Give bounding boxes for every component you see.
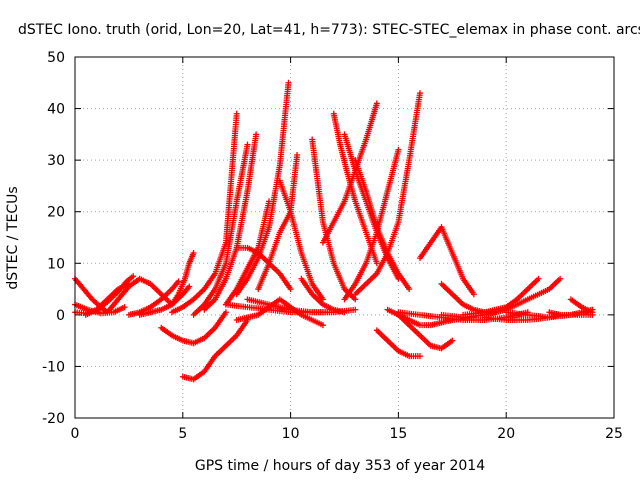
data-point bbox=[294, 151, 301, 158]
arc-series bbox=[341, 146, 402, 303]
arc-series bbox=[169, 249, 197, 308]
data-point bbox=[416, 353, 423, 360]
arc-series bbox=[169, 110, 240, 316]
data-point bbox=[222, 309, 229, 316]
arc-series bbox=[82, 280, 132, 318]
plot-frame bbox=[74, 56, 615, 419]
y-axis-title: dSTEC / TECUs bbox=[5, 186, 21, 289]
y-tick-label: 0 bbox=[56, 308, 65, 324]
arc-series bbox=[298, 275, 348, 316]
data-point bbox=[589, 309, 596, 316]
x-tick-label: 10 bbox=[282, 426, 300, 442]
data-point bbox=[186, 283, 193, 290]
data-point bbox=[470, 291, 477, 298]
data-point bbox=[253, 131, 260, 138]
arc-series bbox=[319, 100, 380, 246]
arc-series bbox=[567, 296, 596, 316]
data-point bbox=[175, 278, 182, 285]
arc-series bbox=[276, 177, 326, 303]
grid bbox=[75, 57, 614, 418]
chart-title: dSTEC Iono. truth (orid, Lon=20, Lat=41,… bbox=[18, 22, 640, 38]
data-point bbox=[285, 79, 292, 86]
arc-series bbox=[158, 309, 229, 347]
arc-series bbox=[201, 131, 260, 313]
data-point bbox=[416, 90, 423, 97]
data-point bbox=[130, 273, 137, 280]
y-tick-label: -10 bbox=[42, 359, 65, 375]
data-point bbox=[319, 322, 326, 329]
x-tick-label: 20 bbox=[497, 426, 515, 442]
arc-series bbox=[233, 244, 294, 293]
y-tick-label: 50 bbox=[47, 50, 65, 66]
y-tick-label: 20 bbox=[47, 205, 65, 221]
arc-series bbox=[190, 141, 251, 318]
arc-series bbox=[416, 224, 477, 298]
arc-series bbox=[104, 275, 176, 316]
arc-series bbox=[179, 317, 251, 383]
data-point bbox=[395, 146, 402, 153]
arc-series bbox=[255, 151, 301, 293]
data-point bbox=[233, 110, 240, 117]
data-point bbox=[449, 337, 456, 344]
y-tick-label: 30 bbox=[47, 153, 65, 169]
data-point bbox=[244, 141, 251, 148]
x-tick-label: 5 bbox=[178, 426, 187, 442]
x-axis-title: GPS time / hours of day 353 of year 2014 bbox=[195, 458, 485, 474]
data-point bbox=[352, 306, 359, 313]
data-point bbox=[352, 296, 359, 303]
data-point bbox=[287, 286, 294, 293]
data-point bbox=[121, 304, 128, 311]
data-points bbox=[72, 79, 596, 383]
axis-ticks: 0 5 10 15 20 25 -20 -10 0 10 20 30 40 50 bbox=[42, 50, 623, 442]
y-tick-label: -20 bbox=[42, 411, 65, 427]
arc-series bbox=[546, 306, 596, 318]
data-point bbox=[557, 275, 564, 282]
data-point bbox=[406, 286, 413, 293]
arc-series bbox=[136, 283, 193, 318]
data-point bbox=[535, 275, 542, 282]
data-point bbox=[190, 249, 197, 256]
arc-series bbox=[460, 275, 542, 318]
x-tick-label: 15 bbox=[389, 426, 407, 442]
y-tick-label: 40 bbox=[47, 102, 65, 118]
data-point bbox=[373, 100, 380, 107]
x-tick-label: 25 bbox=[605, 426, 623, 442]
arc-series bbox=[309, 136, 359, 303]
arc-series bbox=[373, 327, 423, 360]
data-point bbox=[373, 260, 380, 267]
y-tick-label: 10 bbox=[47, 256, 65, 272]
data-point bbox=[319, 296, 326, 303]
arc-series bbox=[352, 90, 423, 298]
data-point bbox=[341, 309, 348, 316]
x-tick-label: 0 bbox=[71, 426, 80, 442]
